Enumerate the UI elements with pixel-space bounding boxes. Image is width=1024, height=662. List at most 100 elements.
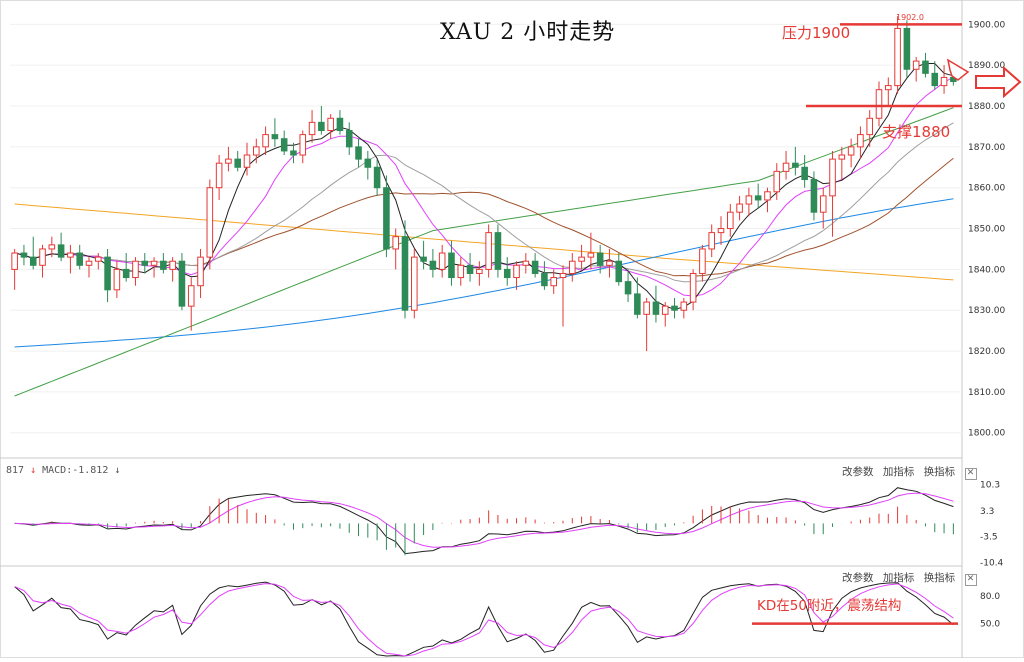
candle-body bbox=[215, 162, 223, 189]
candle-body bbox=[438, 252, 446, 270]
candle-body bbox=[838, 154, 846, 160]
price-tick-label: 1870.00 bbox=[968, 143, 1005, 153]
price-tick-label: 1850.00 bbox=[968, 225, 1005, 235]
candle-body bbox=[875, 89, 883, 119]
candle-body bbox=[318, 121, 325, 132]
candle-body bbox=[67, 252, 74, 258]
candle-body bbox=[624, 281, 632, 295]
candle-body bbox=[745, 195, 753, 205]
resistance-label: 压力1900 bbox=[782, 24, 851, 42]
candle-body bbox=[76, 252, 83, 266]
candle-body bbox=[113, 268, 121, 291]
candle-body bbox=[773, 170, 781, 193]
candle-body bbox=[364, 158, 372, 168]
candle-body bbox=[671, 305, 678, 311]
candle-body bbox=[243, 154, 251, 168]
candle-body bbox=[541, 272, 548, 287]
candle-body bbox=[308, 121, 316, 136]
kd-add-indicator[interactable]: 加指标 bbox=[882, 572, 915, 584]
candle-body bbox=[606, 260, 613, 266]
candle-body bbox=[531, 260, 539, 274]
candle-body bbox=[383, 187, 390, 250]
candle-body bbox=[299, 134, 307, 156]
support-label: 支撑1880 bbox=[882, 123, 951, 141]
ma60-line bbox=[14, 107, 954, 397]
candle-body bbox=[187, 285, 195, 307]
kd-edit-params[interactable]: 改参数 bbox=[842, 572, 874, 584]
kd-d-line bbox=[14, 583, 954, 657]
macd-value: MACD:-1.812 bbox=[42, 465, 109, 476]
candle-body bbox=[457, 264, 465, 279]
candle-body bbox=[801, 166, 808, 181]
price-tick-label: 1810.00 bbox=[968, 388, 1005, 398]
candle-body bbox=[717, 228, 725, 234]
candle-body bbox=[485, 232, 492, 270]
kd-close-icon[interactable]: ✕ bbox=[964, 574, 977, 586]
candle-body bbox=[857, 134, 864, 148]
candle-body bbox=[847, 146, 855, 156]
macd-edit-params[interactable]: 改参数 bbox=[842, 466, 874, 478]
kd-k-line bbox=[14, 581, 954, 657]
candle-body bbox=[513, 264, 520, 279]
price-tick-label: 1830.00 bbox=[968, 306, 1005, 316]
candle-body bbox=[280, 138, 288, 152]
candle-body bbox=[20, 252, 28, 258]
candle-body bbox=[466, 264, 474, 274]
price-tick-label: 1860.00 bbox=[968, 184, 1005, 194]
candle-body bbox=[587, 252, 595, 258]
candle-body bbox=[104, 256, 111, 291]
kd-tick-label: 80.0 bbox=[980, 592, 1000, 602]
candle-body bbox=[652, 301, 660, 315]
macd-tick-label: -3.5 bbox=[980, 533, 998, 543]
candle-body bbox=[122, 268, 130, 279]
candle-body bbox=[559, 272, 567, 279]
candle-body bbox=[634, 293, 641, 315]
candle-body bbox=[922, 60, 929, 74]
candle-body bbox=[503, 268, 511, 279]
candle-body bbox=[336, 117, 344, 132]
candle-body bbox=[327, 117, 334, 132]
price-tick-label: 1890.00 bbox=[968, 61, 1005, 71]
candle-body bbox=[39, 248, 46, 266]
candle-body bbox=[85, 260, 93, 266]
kd-tick-label: 50.0 bbox=[980, 620, 1000, 630]
candle-body bbox=[57, 244, 65, 258]
candle-body bbox=[569, 260, 576, 274]
candle-body bbox=[253, 146, 260, 156]
candle-body bbox=[169, 260, 176, 270]
candle-body bbox=[48, 244, 56, 250]
candle-body bbox=[225, 158, 232, 164]
chart-title: XAU 2 小时走势 bbox=[440, 20, 616, 45]
kd-note-label: KD在50附近，震荡结构 bbox=[757, 598, 902, 614]
price-tick-label: 1880.00 bbox=[968, 102, 1005, 112]
candle-body bbox=[11, 252, 18, 270]
price-tick-label: 1840.00 bbox=[968, 265, 1005, 275]
candle-body bbox=[689, 272, 697, 303]
candle-body bbox=[550, 277, 557, 287]
candle-body bbox=[894, 27, 901, 87]
price-tick-label: 1820.00 bbox=[968, 347, 1005, 357]
candle-body bbox=[596, 252, 604, 266]
candle-body bbox=[160, 260, 167, 270]
macd-label: 817 ↓ MACD:-1.812 ↓ bbox=[6, 465, 121, 476]
candle-body bbox=[141, 260, 149, 266]
price-tick-label: 1800.00 bbox=[968, 429, 1005, 439]
candle-body bbox=[931, 72, 939, 87]
candle-body bbox=[754, 195, 762, 201]
candle-body bbox=[782, 162, 790, 172]
candle-body bbox=[643, 301, 650, 315]
candle-body bbox=[494, 232, 502, 270]
candle-body bbox=[792, 162, 799, 168]
macd-switch-indicator[interactable]: 换指标 bbox=[923, 466, 956, 478]
candle-body bbox=[727, 211, 734, 230]
candle-body bbox=[940, 76, 948, 87]
macd-close-icon[interactable]: ✕ bbox=[964, 468, 977, 480]
macd-add-indicator[interactable]: 加指标 bbox=[882, 466, 915, 478]
candle-body bbox=[661, 305, 669, 315]
candle-body bbox=[764, 191, 771, 201]
kd-switch-indicator[interactable]: 换指标 bbox=[923, 572, 956, 584]
candle-body bbox=[476, 268, 483, 274]
